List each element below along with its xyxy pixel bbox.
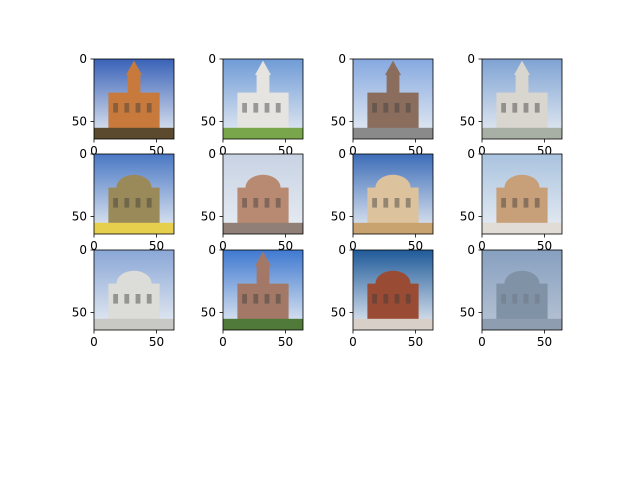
panel-frame — [352, 153, 434, 235]
y-tick-label: 50 — [72, 115, 87, 129]
x-tick-label: 50 — [537, 239, 552, 253]
y-tick-label: 50 — [460, 210, 475, 224]
y-tick-label: 0 — [79, 147, 87, 161]
panel-image — [353, 250, 433, 330]
panel-frame — [222, 58, 304, 140]
panel-frame — [481, 58, 563, 140]
panel-image — [353, 154, 433, 234]
image-panel: 0 50 0 50 — [201, 243, 304, 349]
image-panel: 0 50 0 50 — [331, 147, 434, 253]
image-panel: 0 50 0 50 — [72, 243, 175, 349]
x-tick-label: 0 — [349, 335, 357, 349]
image-panel: 0 50 0 50 — [201, 147, 304, 253]
panel-frame — [93, 249, 175, 331]
x-tick-label: 50 — [408, 335, 423, 349]
x-tick-label: 50 — [278, 239, 293, 253]
panel-frame — [93, 58, 175, 140]
x-tick-label: 0 — [219, 335, 227, 349]
x-tick-label: 0 — [219, 144, 227, 158]
panel-frame — [481, 249, 563, 331]
x-tick-label: 50 — [278, 335, 293, 349]
image-panel: 0 50 0 50 — [72, 147, 175, 253]
x-tick-label: 50 — [149, 335, 164, 349]
panel-image — [482, 250, 562, 330]
image-panel: 0 50 0 50 — [460, 243, 563, 349]
y-tick-label: 0 — [208, 147, 216, 161]
panel-image — [482, 59, 562, 139]
panel-image — [223, 154, 303, 234]
panel-frame — [222, 153, 304, 235]
y-tick-label: 0 — [467, 243, 475, 257]
panel-image — [482, 154, 562, 234]
x-tick-label: 0 — [478, 144, 486, 158]
y-tick-label: 50 — [201, 210, 216, 224]
y-tick-label: 0 — [338, 243, 346, 257]
y-tick-label: 0 — [338, 147, 346, 161]
x-tick-label: 0 — [478, 239, 486, 253]
y-tick-label: 0 — [79, 243, 87, 257]
panel-image — [94, 59, 174, 139]
y-tick-label: 50 — [72, 210, 87, 224]
panel-frame — [93, 153, 175, 235]
panel-image — [223, 250, 303, 330]
x-tick-label: 0 — [90, 335, 98, 349]
panel-image — [353, 59, 433, 139]
y-tick-label: 50 — [331, 306, 346, 320]
image-panel: 0 50 0 50 — [460, 147, 563, 253]
y-tick-label: 50 — [460, 115, 475, 129]
y-tick-label: 50 — [331, 210, 346, 224]
x-tick-label: 0 — [349, 144, 357, 158]
y-tick-label: 0 — [467, 147, 475, 161]
y-tick-label: 0 — [467, 52, 475, 66]
y-tick-label: 50 — [201, 115, 216, 129]
panel-frame — [222, 249, 304, 331]
y-tick-label: 0 — [338, 52, 346, 66]
panel-image — [94, 154, 174, 234]
x-tick-label: 50 — [537, 335, 552, 349]
panel-image — [94, 250, 174, 330]
image-panel: 0 50 0 50 — [331, 243, 434, 349]
x-tick-label: 0 — [90, 144, 98, 158]
x-tick-label: 50 — [149, 239, 164, 253]
x-tick-label: 0 — [478, 335, 486, 349]
y-tick-label: 50 — [201, 306, 216, 320]
x-tick-label: 0 — [219, 239, 227, 253]
y-tick-label: 50 — [460, 306, 475, 320]
x-tick-label: 50 — [408, 239, 423, 253]
y-tick-label: 50 — [331, 115, 346, 129]
y-tick-label: 0 — [208, 243, 216, 257]
panel-frame — [352, 58, 434, 140]
y-tick-label: 50 — [72, 306, 87, 320]
panel-frame — [352, 249, 434, 331]
y-tick-label: 0 — [79, 52, 87, 66]
panel-image — [223, 59, 303, 139]
x-tick-label: 0 — [90, 239, 98, 253]
x-tick-label: 0 — [349, 239, 357, 253]
panel-frame — [481, 153, 563, 235]
y-tick-label: 0 — [208, 52, 216, 66]
